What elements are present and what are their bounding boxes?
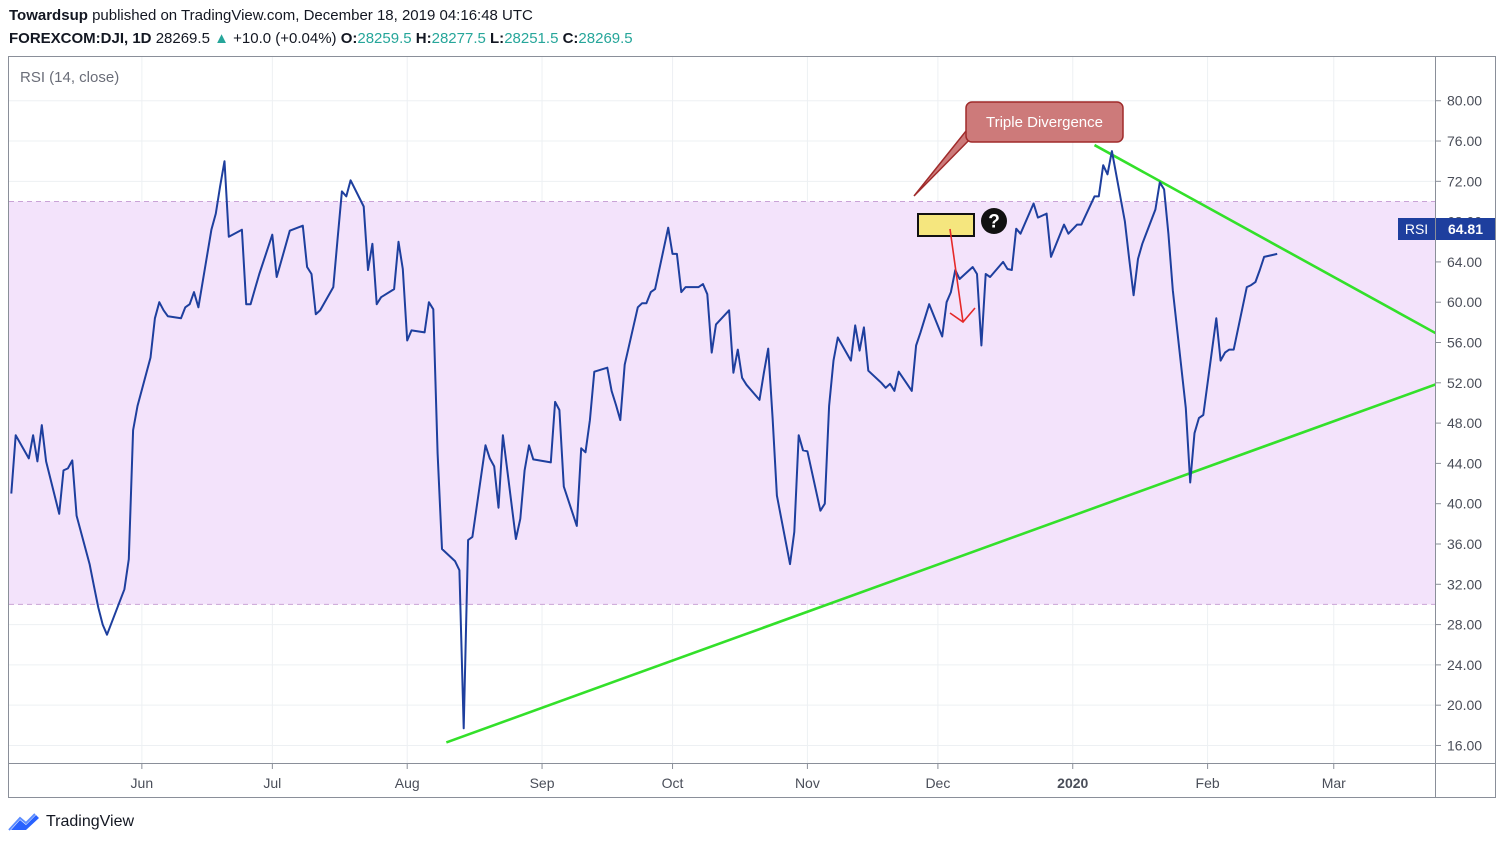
- author-name[interactable]: Towardsup: [9, 7, 88, 24]
- y-tick-label-2: 72.00: [1447, 173, 1482, 189]
- x-tick-label-6: Dec: [925, 775, 950, 791]
- y-tick-label-4: 64.00: [1447, 254, 1482, 270]
- open-label: O:: [340, 30, 358, 47]
- x-tick-label-1: Jul: [263, 775, 281, 791]
- high-label: H:: [415, 30, 432, 47]
- x-tick-label-0: Jun: [131, 775, 154, 791]
- close-value: 28269.5: [578, 30, 633, 47]
- open-value: 28259.5: [357, 30, 412, 47]
- question-mark: ?: [988, 212, 1000, 233]
- y-tick-label-1: 76.00: [1447, 133, 1482, 149]
- y-tick-label-6: 56.00: [1447, 335, 1482, 351]
- cloud-logo-icon: [8, 813, 39, 831]
- annotations: Triple Divergence ?: [913, 101, 1124, 324]
- symbol-legend: FOREXCOM:DJI, 1D 28269.5 ▲ +10.0 (+0.04%…: [9, 29, 633, 49]
- y-tick-label-8: 48.00: [1447, 415, 1482, 431]
- y-tick-label-16: 16.00: [1447, 737, 1482, 753]
- highlight-rectangle[interactable]: [917, 213, 975, 237]
- y-tick-label-0: 80.00: [1447, 93, 1482, 109]
- y-tick-label-7: 52.00: [1447, 375, 1482, 391]
- brand-name: TradingView: [46, 813, 135, 830]
- y-tick-label-15: 20.00: [1447, 697, 1482, 713]
- time-axis[interactable]: Jun Jul Aug Sep Oct Nov Dec 2020 Feb Mar: [131, 764, 1347, 791]
- x-tick-label-2: Aug: [395, 775, 420, 791]
- rsi-line: [10, 150, 1278, 730]
- y-tick-label-11: 36.00: [1447, 536, 1482, 552]
- price-change: +10.0 (+0.04%): [233, 30, 337, 47]
- callout-text: Triple Divergence: [986, 114, 1103, 131]
- x-tick-label-8: Feb: [1196, 775, 1220, 791]
- x-tick-label-9: Mar: [1322, 775, 1346, 791]
- upper-trendline[interactable]: [1093, 143, 1460, 346]
- high-value: 28277.5: [431, 30, 486, 47]
- y-tick-label-5: 60.00: [1447, 294, 1482, 310]
- question-icon: [981, 208, 1007, 234]
- publish-info: Towardsup published on TradingView.com, …: [9, 6, 533, 26]
- y-tick-label-10: 40.00: [1447, 496, 1482, 512]
- indicator-label[interactable]: RSI (14, close): [20, 69, 119, 86]
- y-tick-label-9: 44.00: [1447, 455, 1482, 471]
- y-tick-label-13: 28.00: [1447, 617, 1482, 633]
- callout-box[interactable]: [965, 101, 1124, 143]
- tradingview-logo[interactable]: TradingView: [8, 811, 134, 833]
- rsi-band: [9, 201, 1435, 605]
- x-tick-label-7: 2020: [1057, 775, 1088, 791]
- up-triangle-icon: ▲: [214, 30, 229, 47]
- rsi-value-label: 64.81: [1448, 221, 1483, 237]
- y-tick-label-12: 32.00: [1447, 576, 1482, 592]
- price-axis[interactable]: 80.0076.0072.0068.0064.0060.0056.0052.00…: [1436, 93, 1482, 754]
- x-tick-label-5: Nov: [795, 775, 820, 791]
- last-price: 28269.5: [155, 30, 210, 47]
- low-label: L:: [490, 30, 505, 47]
- published-text: published on TradingView.com, December 1…: [92, 7, 533, 24]
- y-tick-label-14: 24.00: [1447, 657, 1482, 673]
- x-tick-label-4: Oct: [662, 775, 684, 791]
- close-label: C:: [562, 30, 579, 47]
- lower-trendline[interactable]: [445, 368, 1481, 744]
- rsi-name-badge: [1398, 218, 1435, 240]
- rsi-name-label: RSI: [1405, 221, 1428, 237]
- symbol-name[interactable]: FOREXCOM:DJI, 1D: [9, 30, 152, 47]
- down-arrow-icon: [949, 228, 976, 324]
- low-value: 28251.5: [504, 30, 559, 47]
- x-tick-label-3: Sep: [530, 775, 555, 791]
- rsi-value-badge: [1436, 218, 1495, 240]
